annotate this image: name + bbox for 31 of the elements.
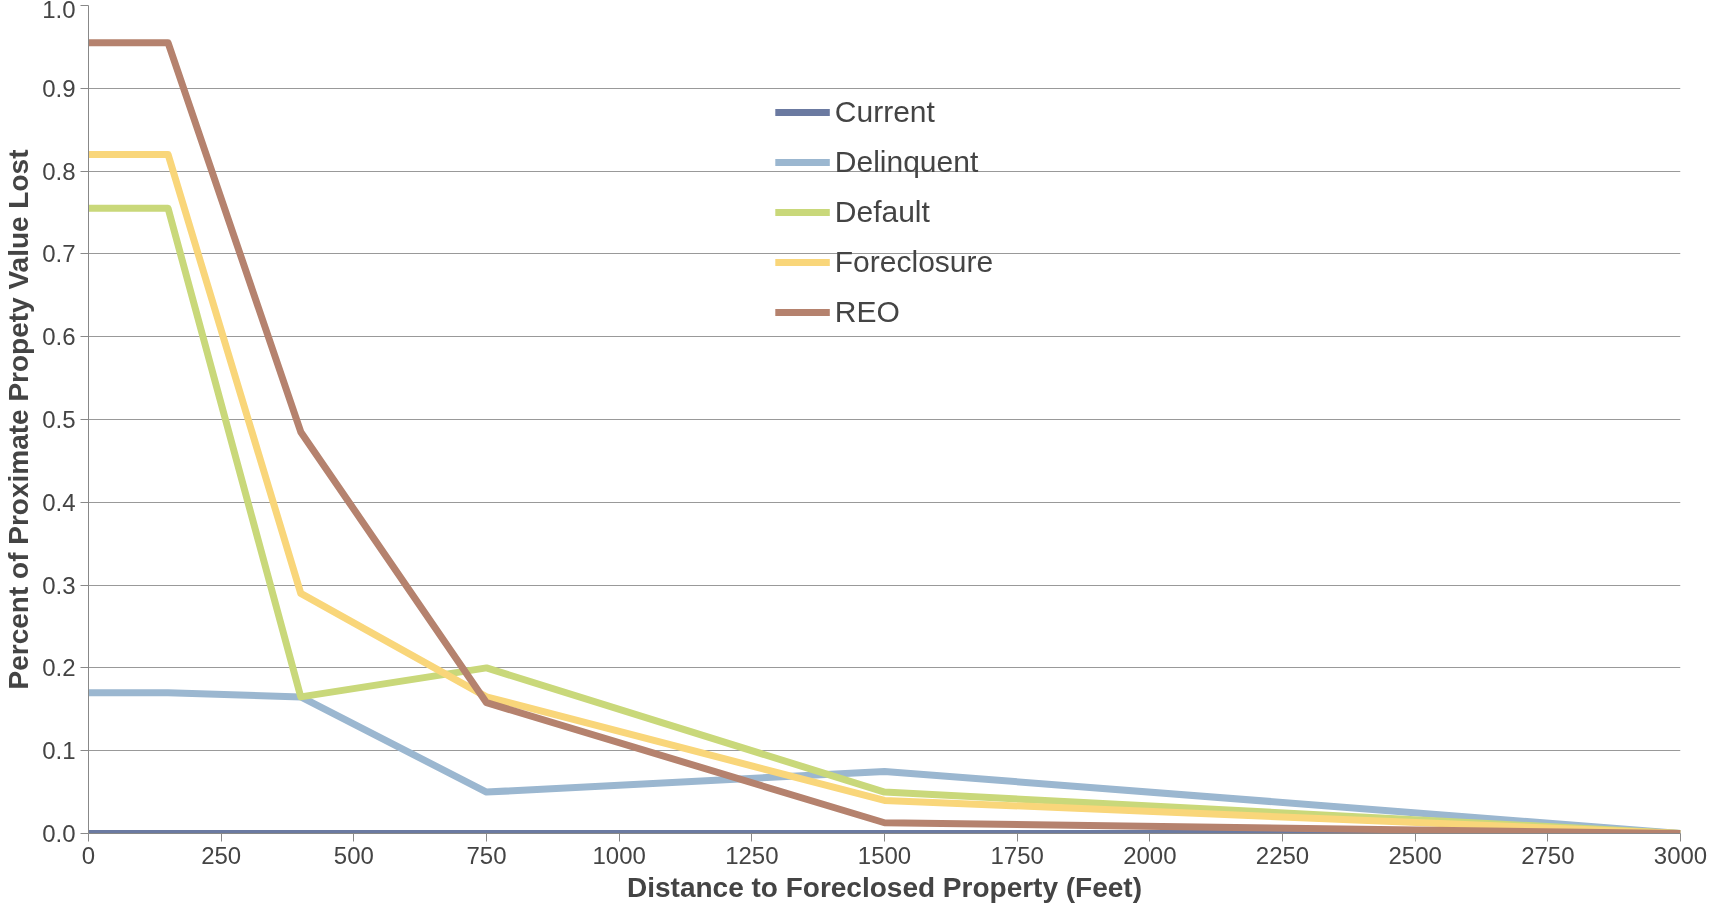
x-tick-label: 250 [201, 841, 242, 869]
x-tick-label: 500 [333, 841, 374, 869]
x-tick-label: 2500 [1388, 841, 1442, 869]
x-tick-label: 3000 [1653, 841, 1708, 869]
y-tick-label: 0.4 [42, 488, 76, 516]
x-tick-label: 1500 [857, 841, 912, 869]
legend-label: Default [834, 195, 930, 229]
y-tick-label: 0.7 [42, 240, 76, 268]
x-tick-label: 750 [466, 841, 507, 869]
y-tick-label: 0.0 [42, 820, 76, 847]
x-axis-title: Distance to Foreclosed Property (Feet) [627, 871, 1143, 903]
x-tick-label: 1250 [725, 841, 779, 869]
y-tick-label: 0.6 [42, 323, 76, 351]
y-axis-title: Percent of Proximate Propety Value Lost [3, 149, 35, 690]
y-tick-label: 0.5 [42, 406, 76, 433]
x-tick-label: 2250 [1255, 841, 1310, 869]
legend-label: Delinquent [834, 145, 979, 179]
x-tick-label: 0 [81, 841, 96, 869]
y-tick-label: 0.3 [42, 571, 76, 599]
y-tick-label: 0.9 [42, 74, 76, 102]
x-tick-label: 1000 [592, 841, 646, 869]
y-tick-label: 0.1 [42, 737, 76, 765]
legend-label: Current [834, 95, 935, 129]
x-tick-label: 2000 [1123, 841, 1177, 869]
y-tick-label: 0.2 [42, 654, 76, 682]
legend-label: REO [834, 295, 900, 329]
y-tick-label: 1.0 [42, 0, 76, 23]
y-tick-label: 0.8 [42, 157, 76, 185]
x-tick-label: 1750 [990, 841, 1044, 869]
legend-label: Foreclosure [834, 245, 994, 279]
x-tick-label: 2750 [1521, 841, 1575, 869]
